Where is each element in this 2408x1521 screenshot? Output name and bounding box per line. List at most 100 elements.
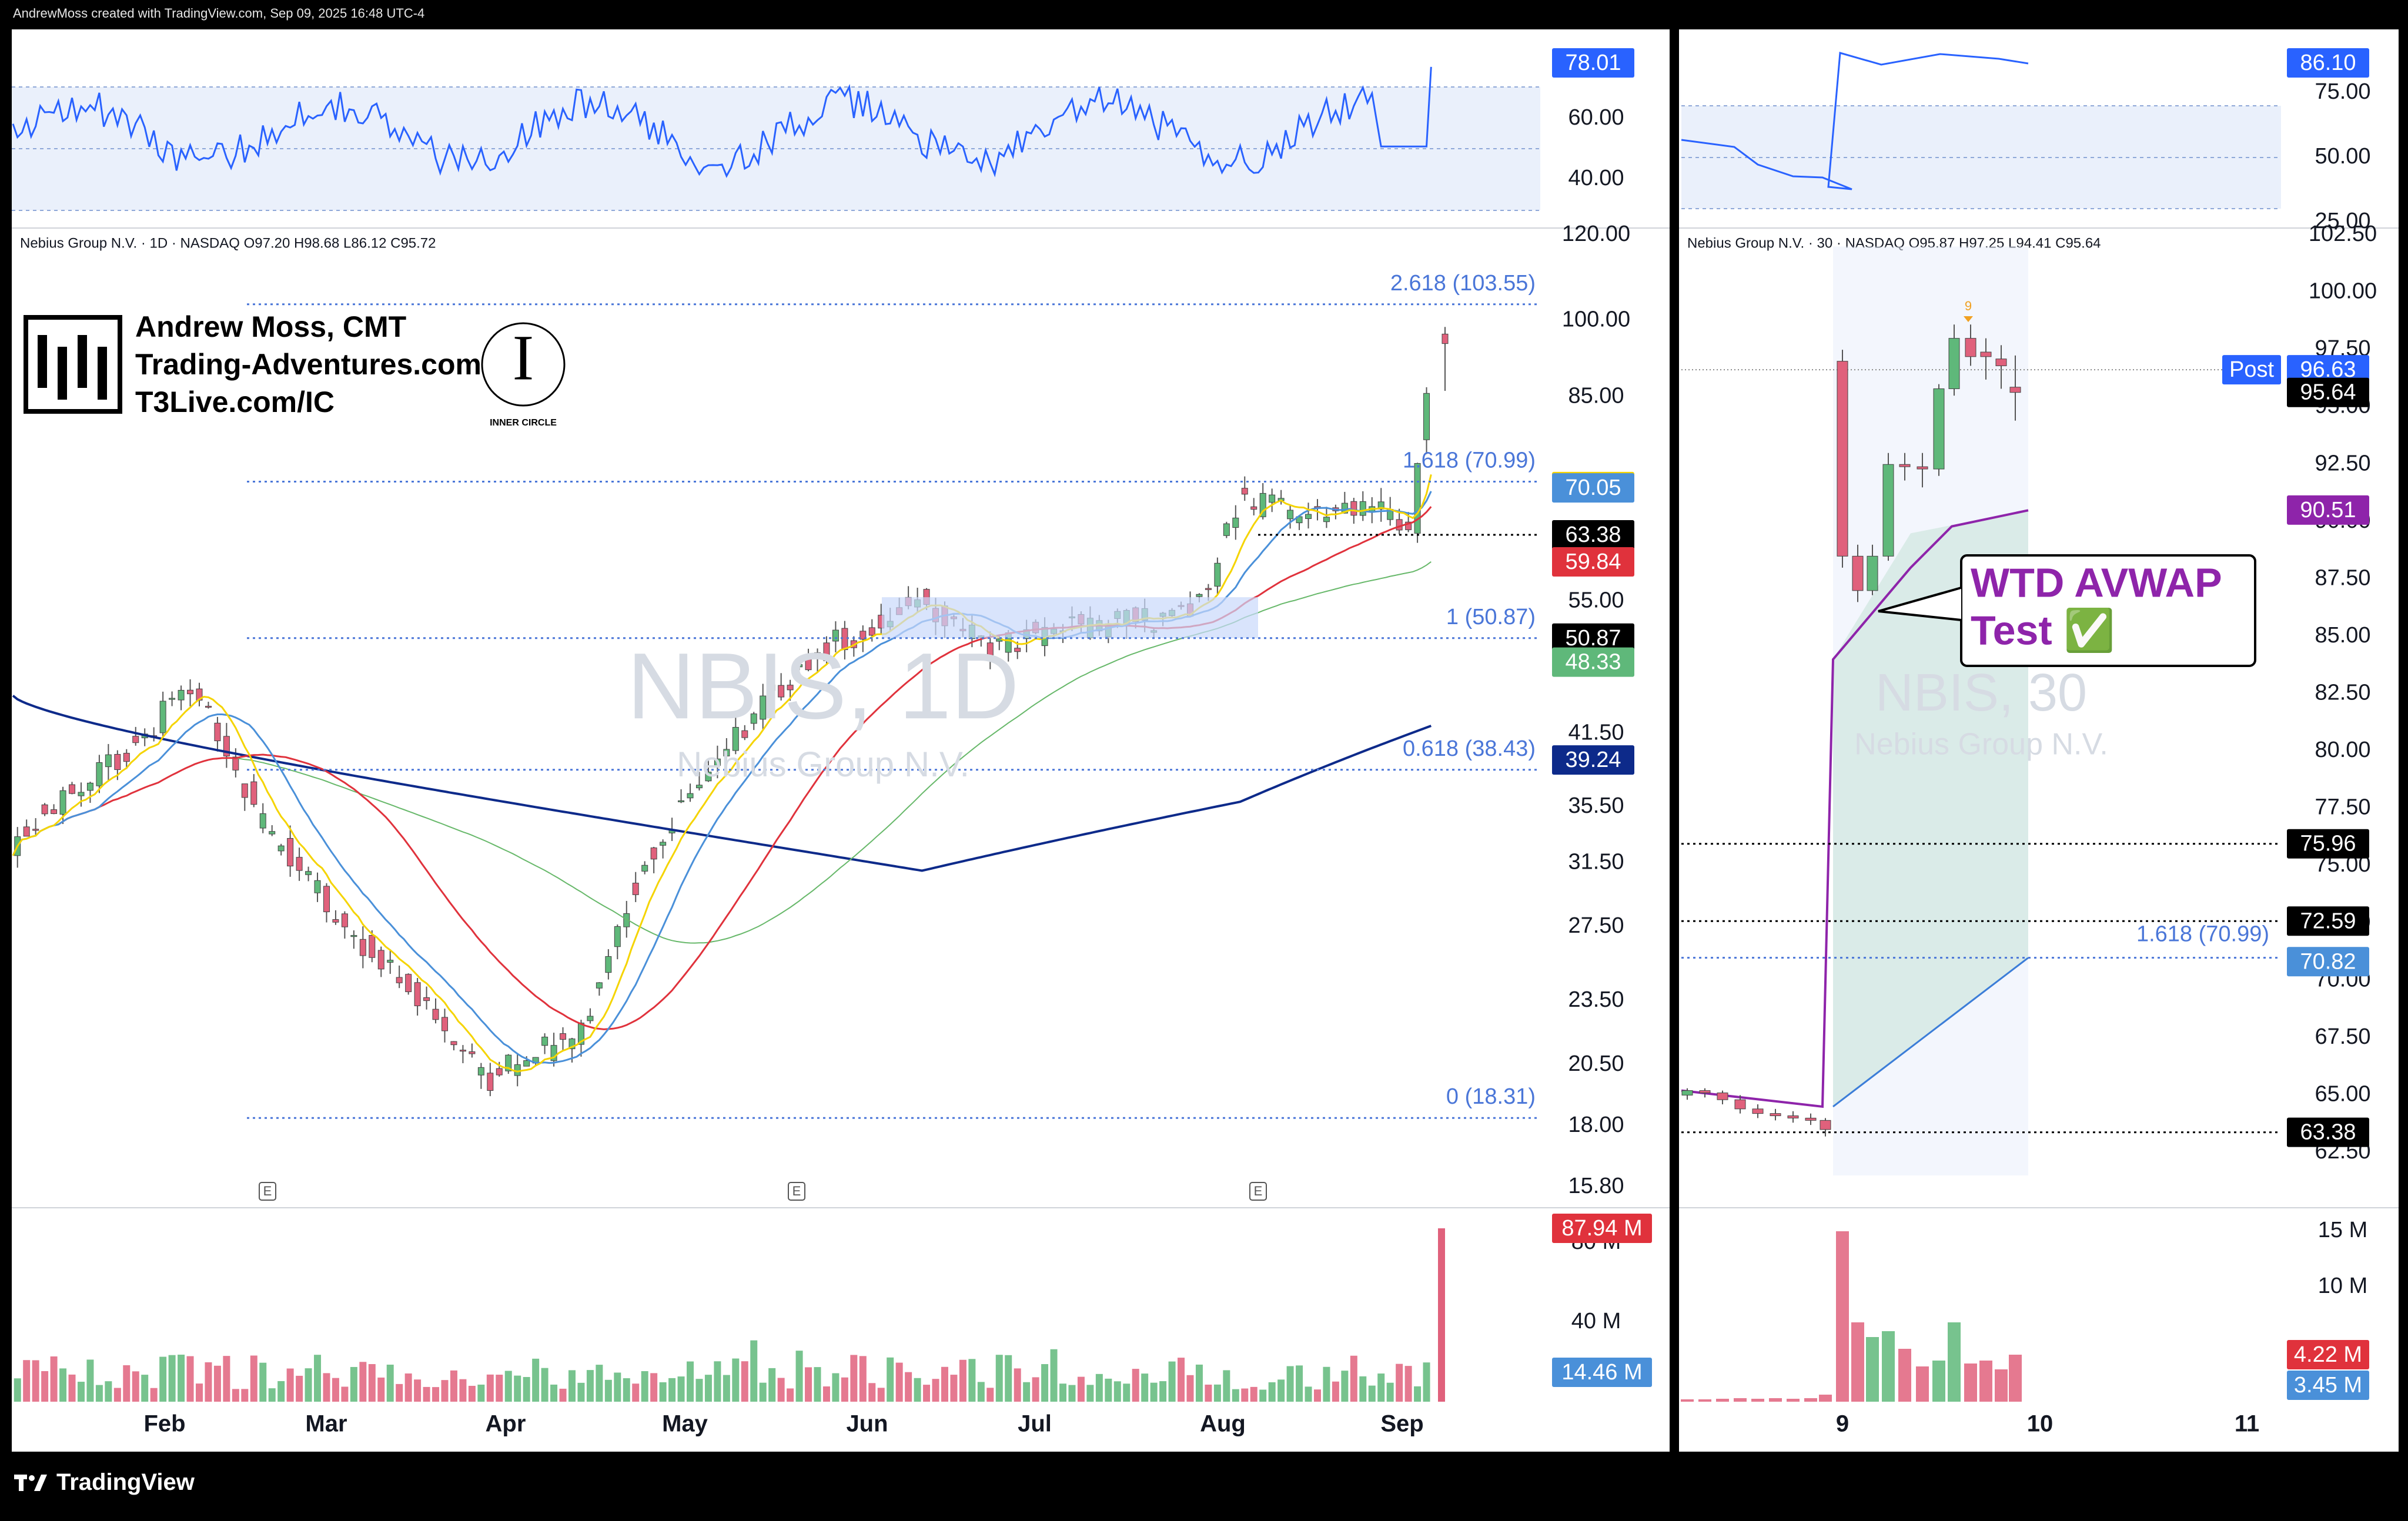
intraday-volume-bar: [1882, 1331, 1895, 1402]
daily-volume-bar: [250, 1355, 257, 1402]
intraday-sma-line: [1832, 957, 2029, 1108]
daily-volume-bar: [814, 1367, 821, 1402]
daily-candle-body: [32, 829, 39, 831]
daily-candle-body: [732, 726, 739, 751]
daily-volume-bar: [1414, 1386, 1422, 1402]
daily-volume-tag-ma: 14.46 M: [1552, 1358, 1652, 1387]
daily-price-tag-63.38: 63.38: [1552, 520, 1634, 550]
daily-candle-body: [714, 758, 721, 766]
daily-volume-bar: [477, 1384, 485, 1402]
daily-volume-bar: [1268, 1382, 1276, 1402]
intraday-candle-body: [1752, 1108, 1764, 1114]
daily-candle-body: [632, 883, 639, 895]
daily-candle-body: [1014, 648, 1021, 652]
right-panel: [1679, 29, 2399, 1452]
daily-volume-bar: [714, 1361, 721, 1402]
daily-price-axis-label: 18.00: [1568, 1113, 1624, 1137]
daily-volume-bar: [396, 1383, 403, 1402]
month-label-Aug: Aug: [1200, 1411, 1246, 1437]
daily-volume-bar: [623, 1378, 630, 1402]
daily-candle-body: [187, 689, 194, 695]
intraday-volume-bars: [1681, 1231, 2022, 1402]
daily-candle-body: [986, 642, 994, 659]
last-price-tag-bg: [2287, 377, 2369, 407]
daily-price-axis-label: 55.00: [1568, 588, 1624, 612]
daily-volume-bar: [668, 1378, 676, 1402]
intraday-candles: [1681, 324, 2021, 1137]
daily-volume-bar: [523, 1376, 530, 1402]
daily-volume-bar: [1050, 1349, 1058, 1402]
daily-candle-body: [105, 754, 112, 768]
daily-candle-body: [1350, 501, 1357, 516]
daily-volume-bar: [1368, 1385, 1376, 1402]
daily-candle-body: [159, 701, 166, 733]
daily-volume-tag-ma-bg: [1552, 1358, 1652, 1387]
daily-candle-body: [695, 785, 703, 789]
daily-volume-bars: [14, 1228, 1445, 1402]
daily-volume-bar: [59, 1368, 67, 1402]
daily-candle-body: [377, 950, 384, 970]
daily-last-candle-body: [1442, 333, 1449, 344]
intraday-candle-body: [1899, 464, 1911, 467]
daily-volume-bar: [932, 1379, 939, 1402]
month-label-Jun: Jun: [846, 1411, 888, 1437]
intraday-candle-body: [1933, 388, 1945, 470]
intraday-candle-body: [1717, 1093, 1728, 1100]
daily-volume-bar: [186, 1356, 194, 1402]
daily-volume-bar: [777, 1378, 785, 1402]
daily-volume-bar: [68, 1374, 76, 1402]
intraday-volume-bar: [1716, 1399, 1729, 1402]
daily-candle-body: [1214, 562, 1221, 587]
daily-price-tag-59.84: 59.84: [1552, 547, 1634, 577]
daily-candle-body: [169, 698, 176, 700]
daily-volume-bar: [1223, 1370, 1230, 1402]
intraday-rsi-value-tag-bg: [2287, 48, 2369, 78]
month-label-Apr: Apr: [486, 1411, 526, 1437]
level-tag-7259-text: 72.59: [2300, 909, 2356, 933]
daily-volume-bar: [50, 1356, 58, 1402]
intraday-candle-body: [1852, 555, 1864, 591]
daily-volume-bar: [532, 1358, 540, 1402]
daily-candle-body: [59, 790, 66, 815]
daily-candle-body: [832, 629, 839, 642]
daily-volume-bar: [1250, 1386, 1257, 1402]
intraday-price-axis-label: 85.00: [2315, 623, 2370, 648]
daily-volume-bar: [277, 1381, 285, 1402]
author-watermark: Andrew Moss, CMT Trading-Adventures.com T3…: [24, 310, 566, 428]
daily-candle-body: [660, 842, 667, 846]
daily-volume-bar: [41, 1371, 49, 1402]
daily-candle-body: [841, 628, 848, 651]
daily-volume-bar: [1186, 1375, 1194, 1402]
author-ref: T3Live.com/IC: [135, 386, 335, 418]
rsi-axis-label-40: 40.00: [1568, 166, 1624, 190]
fib-label-3: 0.618 (38.43): [1403, 736, 1536, 761]
daily-volume-tag-last-text: 87.94 M: [1561, 1216, 1642, 1241]
daily-volume-tag-last: 87.94 M: [1552, 1214, 1652, 1243]
intraday-volume-tag-last: 4.22 M: [2287, 1340, 2369, 1369]
daily-candle-body: [1423, 393, 1430, 440]
daily-volume-bar: [887, 1357, 894, 1402]
daily-candle-body: [41, 804, 48, 815]
month-label-May: May: [662, 1411, 708, 1437]
daily-candle-body: [1396, 519, 1403, 531]
daily-candle-body: [259, 813, 266, 829]
daily-volume-bar: [977, 1382, 985, 1402]
daily-candle-body: [277, 845, 285, 852]
daily-volume-bar: [795, 1351, 803, 1402]
daily-volume-bar: [23, 1360, 31, 1402]
daily-volume-bar: [704, 1375, 712, 1402]
daily-volume-bar: [141, 1375, 149, 1402]
daily-volume-bar: [168, 1355, 176, 1402]
daily-volume-bar: [1105, 1378, 1112, 1402]
post-label-tag-bg: [2222, 355, 2281, 385]
author-site: Trading-Adventures.com: [135, 348, 481, 381]
daily-candle-body: [1323, 517, 1330, 522]
intraday-volume-tag-last-bg: [2287, 1340, 2369, 1369]
intraday-price-axis-label: 77.50: [2315, 795, 2370, 820]
intraday-time-label-9: 9: [1836, 1411, 1849, 1437]
intraday-volume-bar: [1995, 1369, 2008, 1402]
daily-volume-bar: [514, 1375, 521, 1402]
daily-volume-bar: [832, 1373, 840, 1402]
daily-candle-body: [241, 783, 248, 798]
post-label-tag-text: Post: [2229, 357, 2274, 382]
